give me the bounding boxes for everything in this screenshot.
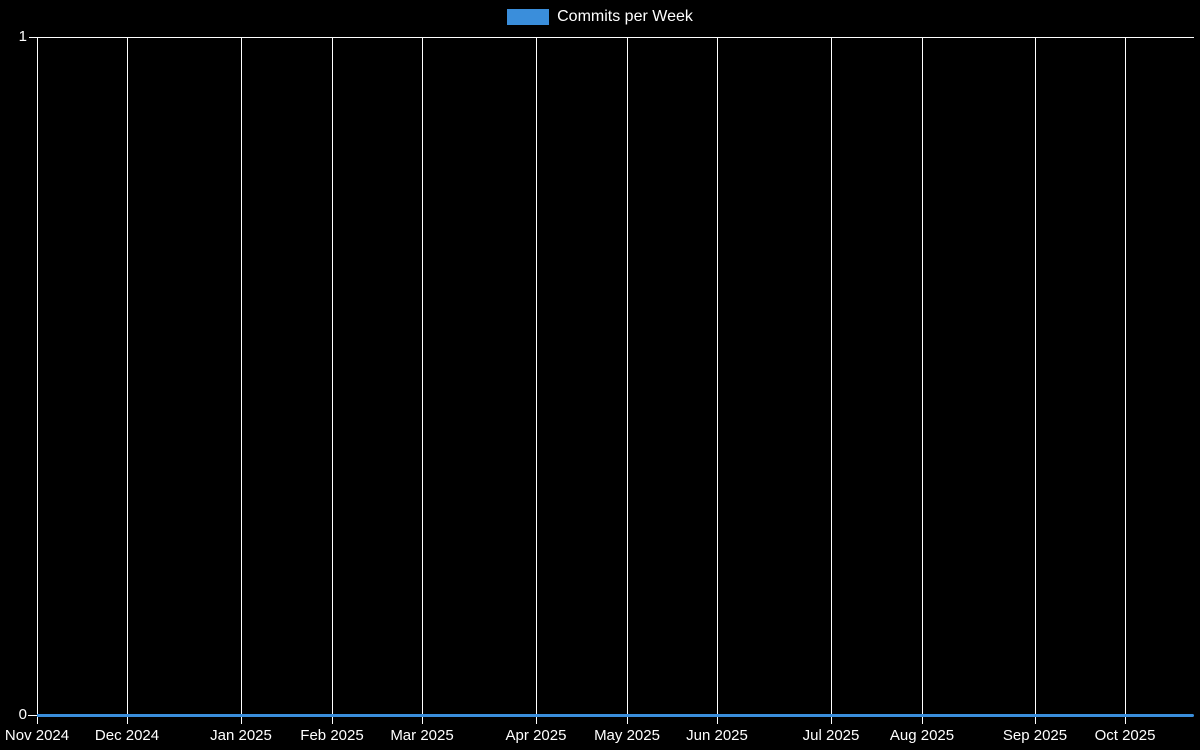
x-tick-label: Oct 2025	[1094, 727, 1156, 744]
legend-label: Commits per Week	[557, 8, 693, 25]
y-tick-label-max: 1	[18, 28, 27, 45]
x-tick-label: Aug 2025	[889, 727, 955, 744]
x-tick-label: May 2025	[594, 727, 660, 744]
x-tick-label: Jun 2025	[686, 727, 748, 744]
x-tick-label: Sep 2025	[1002, 727, 1068, 744]
gridline-nov-2024	[37, 37, 38, 724]
y-max-gridline	[29, 37, 1194, 38]
gridline-dec-2024	[127, 37, 128, 724]
x-tick-label: Jul 2025	[802, 727, 860, 744]
y-tick-label-min: 0	[18, 706, 27, 723]
gridline-jul-2025	[831, 37, 832, 724]
gridline-sep-2025	[1035, 37, 1036, 724]
gridline-mar-2025	[422, 37, 423, 724]
gridline-may-2025	[627, 37, 628, 724]
gridline-feb-2025	[332, 37, 333, 724]
y-zero-tick	[28, 715, 37, 716]
x-tick-label: Jan 2025	[210, 727, 272, 744]
x-tick-label: Dec 2024	[94, 727, 160, 744]
gridline-jan-2025	[241, 37, 242, 724]
gridline-jun-2025	[717, 37, 718, 724]
gridline-apr-2025	[536, 37, 537, 724]
x-tick-label: Nov 2024	[4, 727, 70, 744]
legend-swatch-icon	[507, 9, 550, 25]
x-tick-label: Mar 2025	[390, 727, 454, 744]
gridline-aug-2025	[922, 37, 923, 724]
gridline-oct-2025	[1125, 37, 1126, 724]
legend[interactable]: Commits per Week	[0, 7, 1200, 27]
series-line-commits	[37, 714, 1194, 717]
x-tick-label: Apr 2025	[505, 727, 567, 744]
x-tick-label: Feb 2025	[300, 727, 364, 744]
